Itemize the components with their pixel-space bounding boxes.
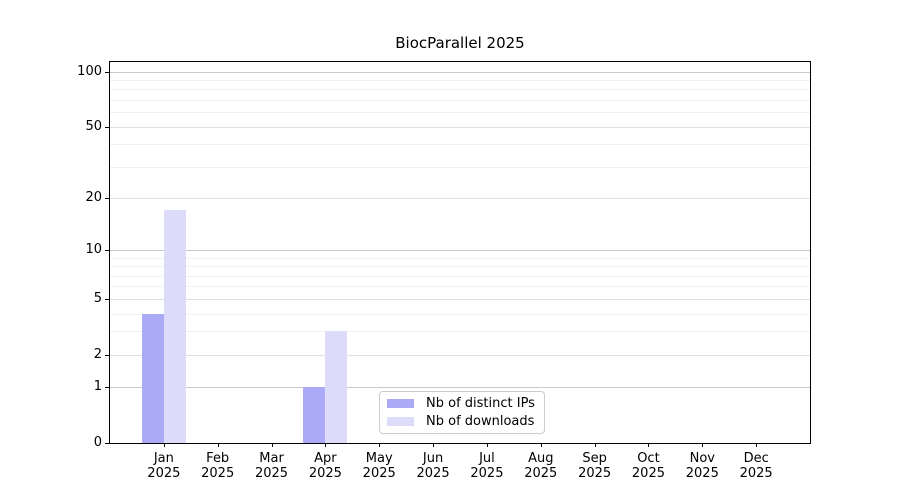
x-tick-mar: [272, 443, 273, 447]
gridline-y-8: [110, 266, 810, 268]
x-tick-year: 2025: [739, 466, 773, 481]
x-tick-label-nov: Nov 2025: [672, 451, 732, 481]
y-tick-label-0: 0: [93, 435, 102, 450]
y-tick-1: [105, 387, 110, 388]
x-tick-year: 2025: [147, 466, 181, 481]
gridline-y-80: [110, 89, 810, 91]
x-tick-nov: [702, 443, 703, 447]
x-tick-year: 2025: [524, 466, 558, 481]
x-tick-label-jan: Jan 2025: [134, 451, 194, 481]
gridline-y-30: [110, 166, 810, 168]
gridline-y-5: [110, 298, 810, 300]
gridline-y-9: [110, 257, 810, 259]
y-tick-10: [105, 250, 110, 251]
y-tick-label-100: 100: [77, 63, 102, 79]
y-tick-label-1: 1: [93, 379, 102, 395]
legend: Nb of distinct IPs Nb of downloads: [379, 391, 545, 434]
y-tick-2: [105, 355, 110, 356]
x-tick-year: 2025: [685, 466, 719, 481]
legend-swatch-downloads: [387, 417, 414, 427]
x-tick-dec: [756, 443, 757, 447]
x-tick-month: Nov: [689, 451, 715, 466]
gridline-y-4: [110, 313, 810, 315]
x-tick-jun: [433, 443, 434, 447]
plot-area: [110, 62, 810, 443]
gridline-y-3: [110, 331, 810, 333]
x-tick-label-feb: Feb 2025: [188, 451, 248, 481]
y-tick-20: [105, 198, 110, 199]
y-tick-5: [105, 299, 110, 300]
legend-item-downloads: Nb of downloads: [387, 414, 544, 429]
x-tick-year: 2025: [201, 466, 235, 481]
x-tick-month: Oct: [637, 451, 660, 466]
x-tick-month: May: [365, 451, 393, 466]
x-tick-month: Jun: [422, 451, 444, 466]
x-tick-month: Jul: [479, 451, 495, 466]
x-tick-month: Apr: [314, 451, 337, 466]
y-tick-0: [105, 443, 110, 444]
x-tick-jul: [487, 443, 488, 447]
x-tick-may: [379, 443, 380, 447]
x-tick-month: Jan: [153, 451, 174, 466]
x-tick-label-mar: Mar 2025: [242, 451, 302, 481]
x-tick-sep: [595, 443, 596, 447]
x-tick-month: Feb: [206, 451, 230, 466]
y-tick-100: [105, 72, 110, 73]
x-tick-label-oct: Oct 2025: [618, 451, 678, 481]
bar-downloads-apr: [325, 331, 348, 443]
gridline-y-10: [110, 250, 810, 252]
x-tick-month: Dec: [743, 451, 769, 466]
x-tick-label-jul: Jul 2025: [457, 451, 517, 481]
y-tick-label-50: 50: [85, 118, 102, 134]
legend-label-distinct-ips: Nb of distinct IPs: [426, 395, 535, 411]
x-tick-label-jun: Jun 2025: [403, 451, 463, 481]
bar-distinct-ips-apr: [303, 387, 326, 443]
chart-title: BiocParallel 2025: [395, 34, 525, 52]
x-tick-year: 2025: [362, 466, 396, 481]
y-tick-label-2: 2: [93, 346, 102, 362]
y-tick-label-20: 20: [85, 190, 102, 206]
y-tick-label-10: 10: [85, 242, 102, 258]
gridline-y-90: [110, 80, 810, 82]
x-tick-year: 2025: [254, 466, 289, 481]
x-tick-jan: [164, 443, 165, 447]
gridline-y-70: [110, 100, 810, 102]
x-tick-label-aug: Aug 2025: [511, 451, 571, 481]
x-tick-year: 2025: [416, 466, 450, 481]
bar-downloads-jan: [163, 210, 186, 443]
legend-label-downloads: Nb of downloads: [426, 414, 535, 430]
x-tick-label-dec: Dec 2025: [726, 451, 786, 481]
x-tick-month: Sep: [582, 451, 607, 466]
gridline-y-60: [110, 112, 810, 114]
bar-distinct-ips-jan: [141, 313, 164, 443]
legend-item-distinct-ips: Nb of distinct IPs: [387, 396, 544, 411]
x-tick-month: Mar: [259, 451, 284, 466]
gridline-y-50: [110, 126, 810, 128]
gridline-y-7: [110, 275, 810, 277]
x-tick-feb: [218, 443, 219, 447]
gridline-y-40: [110, 144, 810, 146]
legend-swatch-distinct-ips: [387, 398, 414, 408]
x-tick-year: 2025: [631, 466, 665, 481]
x-tick-oct: [648, 443, 649, 447]
x-tick-aug: [541, 443, 542, 447]
x-tick-label-sep: Sep 2025: [565, 451, 625, 481]
gridline-y-20: [110, 198, 810, 200]
x-tick-year: 2025: [308, 466, 342, 481]
y-tick-50: [105, 127, 110, 128]
x-tick-year: 2025: [578, 466, 612, 481]
x-tick-month: Aug: [528, 451, 554, 466]
gridline-y-2: [110, 354, 810, 356]
gridline-y-1: [110, 387, 810, 389]
gridline-y-6: [110, 286, 810, 288]
y-tick-label-5: 5: [93, 290, 102, 306]
x-tick-label-may: May 2025: [349, 451, 409, 481]
x-tick-label-apr: Apr 2025: [295, 451, 355, 481]
x-tick-year: 2025: [470, 466, 504, 481]
gridline-y-100: [110, 71, 810, 73]
x-tick-apr: [325, 443, 326, 447]
